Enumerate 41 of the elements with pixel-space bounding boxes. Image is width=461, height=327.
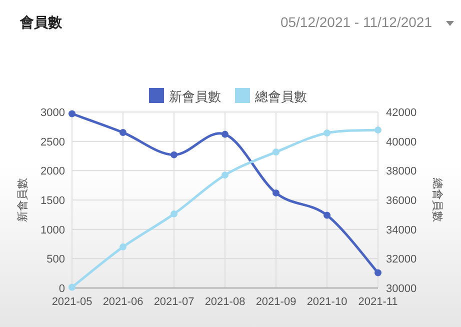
point xyxy=(120,243,126,250)
y2-tick-label: 42000 xyxy=(386,107,417,119)
legend-label: 新會員數 xyxy=(169,89,221,104)
point xyxy=(374,126,382,134)
x-tick-label: 2021-06 xyxy=(102,296,144,308)
point xyxy=(120,129,126,136)
y-tick-label: 0 xyxy=(58,283,65,295)
point xyxy=(68,110,76,118)
point xyxy=(324,212,330,219)
point xyxy=(374,269,382,276)
chart-subtitle: 05/12/2021 - 11/12/2021 xyxy=(280,14,432,30)
y-tick-label: 1000 xyxy=(40,224,65,236)
point xyxy=(324,129,330,136)
y-tick-label: 500 xyxy=(46,254,65,266)
x-tick-label: 2021-09 xyxy=(256,296,296,308)
y2-tick-label: 38000 xyxy=(386,166,417,178)
point xyxy=(222,172,228,179)
y2-axis-title: 總會員數 xyxy=(431,177,444,222)
y-axis-title: 新會員數 xyxy=(16,178,29,222)
chart-title: 會員數 xyxy=(19,14,63,30)
y2-tick-label: 30000 xyxy=(386,283,417,295)
point xyxy=(272,148,280,156)
point xyxy=(68,284,76,291)
x-tick-label: 2021-08 xyxy=(204,296,246,308)
x-tick-label: 2021-11 xyxy=(358,296,398,308)
y-tick-label: 2500 xyxy=(40,136,65,148)
x-tick-label: 2021-10 xyxy=(306,296,348,308)
x-tick-label: 2021-05 xyxy=(52,296,92,308)
point xyxy=(222,130,228,138)
y2-tick-label: 40000 xyxy=(386,136,417,148)
point xyxy=(272,189,280,196)
point xyxy=(170,151,178,158)
y-tick-label: 1500 xyxy=(40,195,65,207)
y-tick-label: 3000 xyxy=(40,107,65,119)
x-tick-label: 2021-07 xyxy=(154,296,194,308)
y-tick-label: 2000 xyxy=(40,166,65,178)
legend-label: 總會員數 xyxy=(254,89,307,104)
y2-tick-label: 32000 xyxy=(386,254,417,266)
point xyxy=(170,210,178,218)
y2-tick-label: 34000 xyxy=(386,224,417,236)
y2-tick-label: 36000 xyxy=(386,195,417,207)
